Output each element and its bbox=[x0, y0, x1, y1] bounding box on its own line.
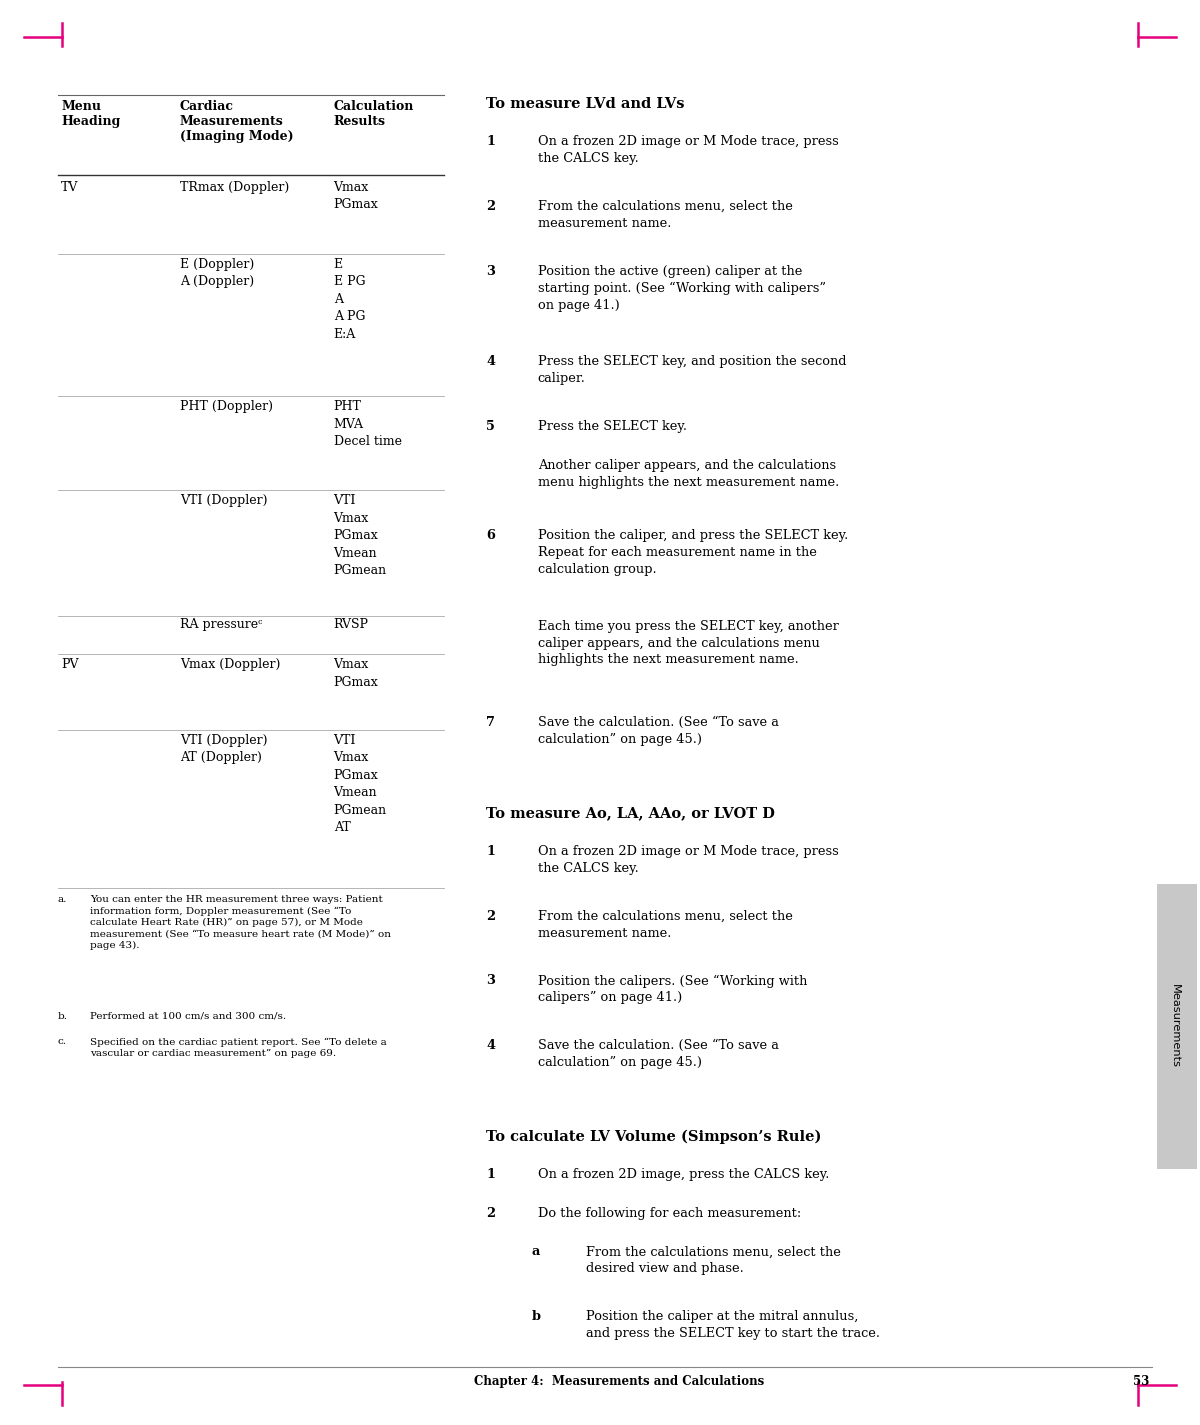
Text: Vmax
PGmax: Vmax PGmax bbox=[334, 658, 378, 688]
Text: From the calculations menu, select the
measurement name.: From the calculations menu, select the m… bbox=[538, 200, 792, 229]
Text: VTI (Doppler): VTI (Doppler) bbox=[180, 494, 268, 507]
Text: To calculate LV Volume (Simpson’s Rule): To calculate LV Volume (Simpson’s Rule) bbox=[486, 1130, 821, 1144]
Text: Save the calculation. (See “To save a
calculation” on page 45.): Save the calculation. (See “To save a ca… bbox=[538, 717, 779, 747]
Text: Vmax (Doppler): Vmax (Doppler) bbox=[180, 658, 281, 671]
Text: From the calculations menu, select the
measurement name.: From the calculations menu, select the m… bbox=[538, 909, 792, 939]
Text: TV: TV bbox=[61, 181, 78, 194]
Text: Save the calculation. (See “To save a
calculation” on page 45.): Save the calculation. (See “To save a ca… bbox=[538, 1039, 779, 1069]
Text: b.: b. bbox=[58, 1012, 67, 1020]
Text: 2: 2 bbox=[486, 909, 496, 923]
Text: PHT (Doppler): PHT (Doppler) bbox=[180, 400, 274, 413]
Text: Press the SELECT key.: Press the SELECT key. bbox=[538, 420, 686, 433]
Text: Position the active (green) caliper at the
starting point. (See “Working with ca: Position the active (green) caliper at t… bbox=[538, 265, 826, 312]
Text: Menu
Heading: Menu Heading bbox=[61, 100, 120, 128]
Text: Do the following for each measurement:: Do the following for each measurement: bbox=[538, 1207, 800, 1220]
Text: On a frozen 2D image or M Mode trace, press
the CALCS key.: On a frozen 2D image or M Mode trace, pr… bbox=[538, 135, 839, 165]
Text: Position the caliper at the mitral annulus,
and press the SELECT key to start th: Position the caliper at the mitral annul… bbox=[586, 1310, 880, 1340]
Text: To measure Ao, LA, AAo, or LVOT D: To measure Ao, LA, AAo, or LVOT D bbox=[486, 807, 775, 821]
Text: Another caliper appears, and the calculations
menu highlights the next measureme: Another caliper appears, and the calcula… bbox=[538, 459, 839, 489]
Text: 1: 1 bbox=[486, 1168, 494, 1181]
Text: On a frozen 2D image, press the CALCS key.: On a frozen 2D image, press the CALCS ke… bbox=[538, 1168, 829, 1181]
Text: Cardiac
Measurements
(Imaging Mode): Cardiac Measurements (Imaging Mode) bbox=[180, 100, 294, 142]
Text: Vmax
PGmax: Vmax PGmax bbox=[334, 181, 378, 211]
Text: a.: a. bbox=[58, 895, 67, 903]
Text: 2: 2 bbox=[486, 1207, 496, 1220]
Text: a: a bbox=[532, 1245, 540, 1258]
Text: b: b bbox=[532, 1310, 541, 1324]
Text: VTI
Vmax
PGmax
Vmean
PGmean
AT: VTI Vmax PGmax Vmean PGmean AT bbox=[334, 734, 386, 835]
Text: Performed at 100 cm/s and 300 cm/s.: Performed at 100 cm/s and 300 cm/s. bbox=[90, 1012, 286, 1020]
Text: 4: 4 bbox=[486, 1039, 496, 1052]
Text: 6: 6 bbox=[486, 529, 494, 543]
Text: Chapter 4:  Measurements and Calculations: Chapter 4: Measurements and Calculations bbox=[474, 1375, 764, 1388]
Text: VTI (Doppler)
AT (Doppler): VTI (Doppler) AT (Doppler) bbox=[180, 734, 268, 764]
Text: Specified on the cardiac patient report. See “To delete a
vascular or cardiac me: Specified on the cardiac patient report.… bbox=[90, 1037, 386, 1059]
Text: RA pressureᶜ: RA pressureᶜ bbox=[180, 618, 263, 631]
Text: E (Doppler)
A (Doppler): E (Doppler) A (Doppler) bbox=[180, 258, 254, 288]
Text: RVSP: RVSP bbox=[334, 618, 368, 631]
Text: 1: 1 bbox=[486, 845, 494, 858]
Text: 5: 5 bbox=[486, 420, 494, 433]
Text: 3: 3 bbox=[486, 975, 496, 988]
Text: TRmax (Doppler): TRmax (Doppler) bbox=[180, 181, 289, 194]
Text: On a frozen 2D image or M Mode trace, press
the CALCS key.: On a frozen 2D image or M Mode trace, pr… bbox=[538, 845, 839, 875]
Text: Measurements: Measurements bbox=[1170, 985, 1180, 1067]
Text: PHT
MVA
Decel time: PHT MVA Decel time bbox=[334, 400, 402, 449]
Text: Position the caliper, and press the SELECT key.
Repeat for each measurement name: Position the caliper, and press the SELE… bbox=[538, 529, 848, 576]
Text: To measure LVd and LVs: To measure LVd and LVs bbox=[486, 97, 684, 111]
Text: E
E PG
A
A PG
E:A: E E PG A A PG E:A bbox=[334, 258, 365, 341]
FancyBboxPatch shape bbox=[1158, 884, 1198, 1168]
Text: c.: c. bbox=[58, 1037, 67, 1046]
Text: PV: PV bbox=[61, 658, 79, 671]
Text: VTI
Vmax
PGmax
Vmean
PGmean: VTI Vmax PGmax Vmean PGmean bbox=[334, 494, 386, 577]
Text: 4: 4 bbox=[486, 355, 496, 369]
Text: Each time you press the SELECT key, another
caliper appears, and the calculation: Each time you press the SELECT key, anot… bbox=[538, 620, 839, 667]
Text: 1: 1 bbox=[486, 135, 494, 148]
Text: You can enter the HR measurement three ways: Patient
information form, Doppler m: You can enter the HR measurement three w… bbox=[90, 895, 391, 950]
Text: From the calculations menu, select the
desired view and phase.: From the calculations menu, select the d… bbox=[586, 1245, 840, 1275]
Text: 2: 2 bbox=[486, 200, 496, 214]
Text: 53: 53 bbox=[1133, 1375, 1150, 1388]
Text: Press the SELECT key, and position the second
caliper.: Press the SELECT key, and position the s… bbox=[538, 355, 846, 385]
Text: Position the calipers. (See “Working with
calipers” on page 41.): Position the calipers. (See “Working wit… bbox=[538, 975, 806, 1005]
Text: 7: 7 bbox=[486, 717, 496, 730]
Text: Calculation
Results: Calculation Results bbox=[334, 100, 414, 128]
Text: 3: 3 bbox=[486, 265, 496, 278]
